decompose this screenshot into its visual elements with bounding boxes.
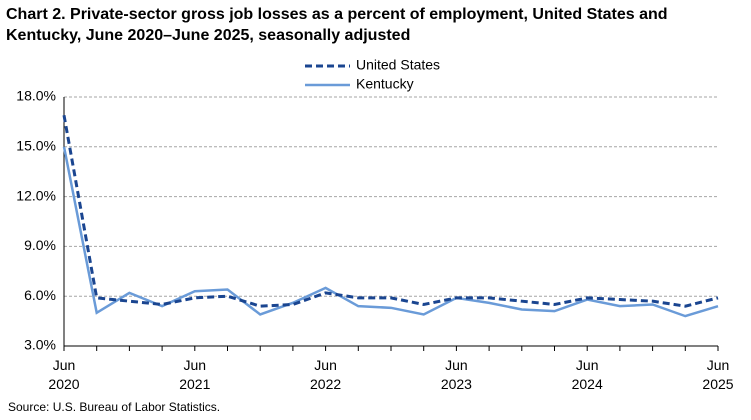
series-line: [62, 146, 719, 318]
x-tick-label: Jun 2022: [310, 357, 341, 392]
y-tick-label: 15.0%: [16, 138, 56, 154]
source-note: Source: U.S. Bureau of Labor Statistics.: [8, 400, 220, 414]
x-tick-label: Jun 2020: [48, 357, 79, 392]
legend-label: United States: [356, 57, 440, 73]
legend-label: Kentucky: [356, 76, 414, 92]
x-tick-label: Jun 2021: [179, 357, 210, 392]
x-tick-label: Jun 2025: [702, 357, 733, 392]
y-tick-label: 9.0%: [24, 237, 56, 253]
x-tick-label: Jun 2023: [441, 357, 472, 392]
y-tick-label: 12.0%: [16, 187, 56, 203]
x-tick-label: Jun 2024: [572, 357, 603, 392]
y-tick-label: 3.0%: [24, 337, 56, 353]
y-tick-label: 18.0%: [16, 88, 56, 104]
y-tick-label: 6.0%: [24, 287, 56, 303]
chart-title: Chart 2. Private-sector gross job losses…: [6, 6, 668, 44]
series-line: [62, 114, 719, 308]
